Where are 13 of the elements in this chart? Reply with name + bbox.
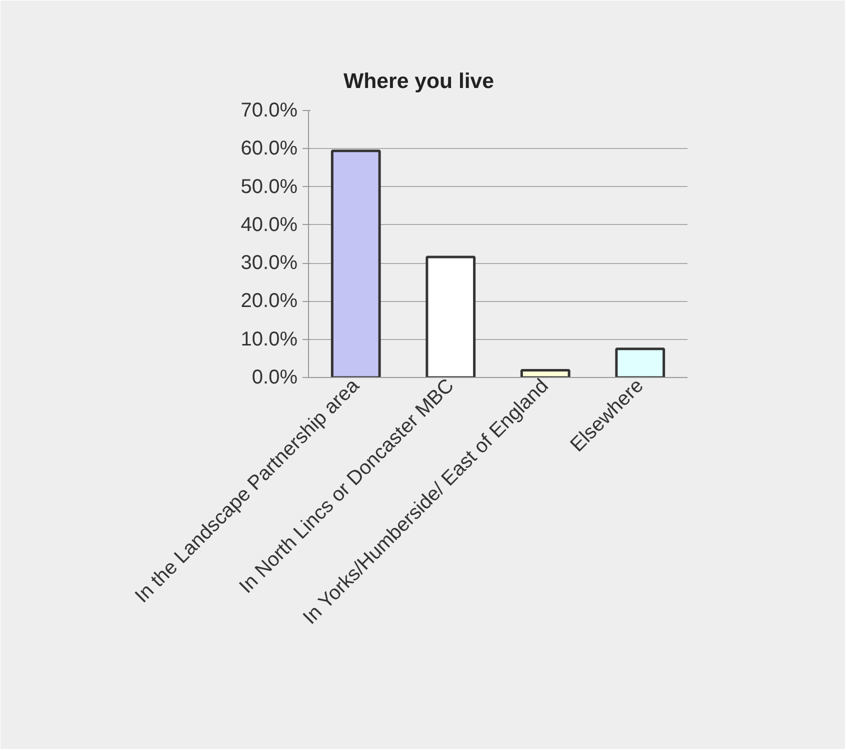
chart-title: Where you live: [344, 69, 494, 93]
bar: [520, 369, 570, 378]
y-tick-label: 20.0%: [240, 290, 298, 312]
y-tick-label: 40.0%: [240, 214, 298, 236]
y-tick-label: 30.0%: [240, 252, 298, 274]
y-tick-label: 10.0%: [240, 328, 298, 350]
bar: [330, 150, 381, 378]
y-tick-label: 50.0%: [240, 176, 298, 198]
bar: [615, 348, 666, 378]
y-tick-label: 60.0%: [240, 138, 298, 160]
y-tick-label: 0.0%: [252, 366, 298, 388]
bar: [426, 256, 476, 378]
y-tick-label: 70.0%: [240, 100, 298, 122]
